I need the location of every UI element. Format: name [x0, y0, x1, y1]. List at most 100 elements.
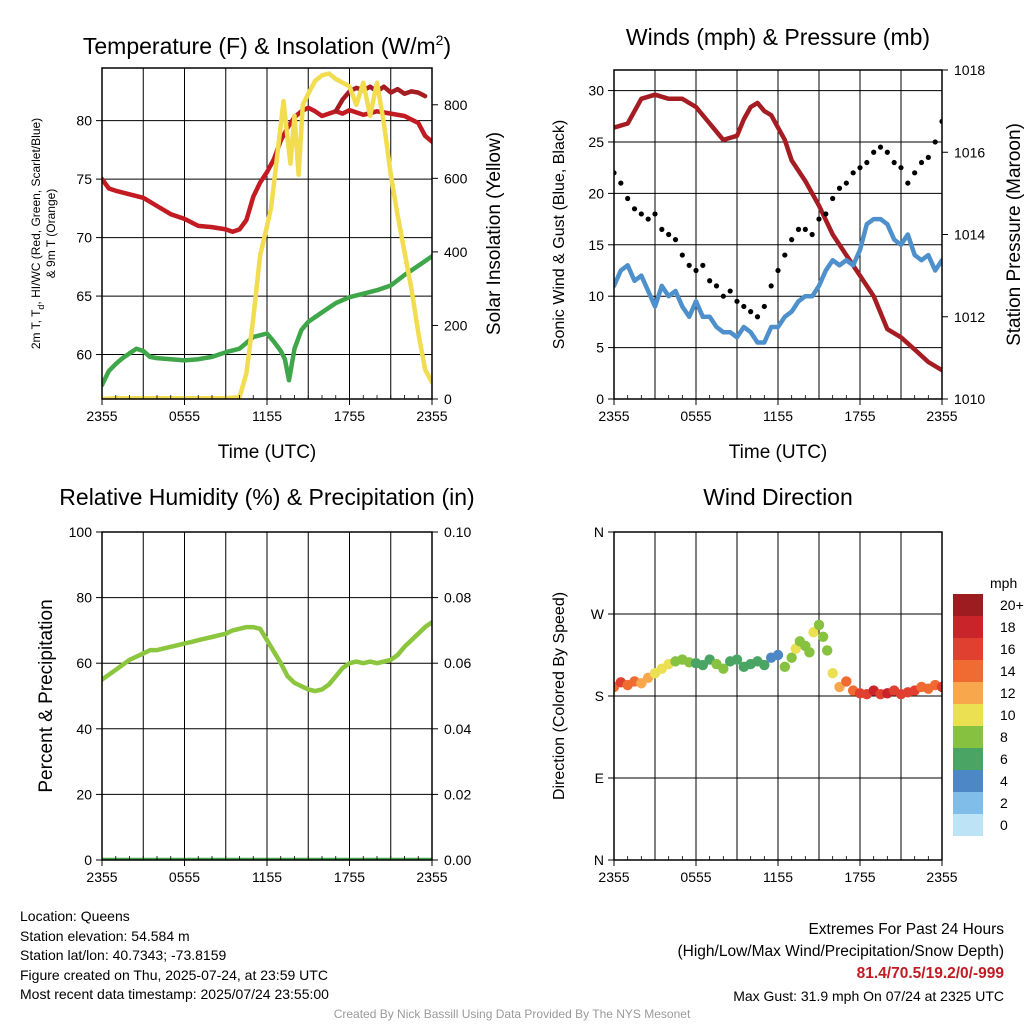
gust-point	[809, 231, 815, 238]
y2-axis-label: Station Pressure (Maroon)	[1004, 123, 1024, 346]
x-tick-label: 0555	[169, 408, 200, 424]
gust-point	[761, 303, 767, 310]
legend-swatch	[953, 748, 983, 770]
legend-swatch	[953, 792, 983, 814]
direction-point	[841, 676, 852, 687]
gust-point	[891, 159, 897, 166]
title-superscript: 2	[436, 32, 444, 48]
ylabel-part: , HI/WC (Red, Green, Scarlet/Blue)	[29, 118, 43, 305]
direction-point	[827, 668, 838, 679]
x-tick-label: 2355	[416, 408, 447, 424]
direction-point	[786, 652, 797, 663]
gust-point	[925, 154, 931, 160]
direction-point	[772, 649, 784, 661]
panel-temperature: 2355 0555 1155 1755 235560657075800200400600…	[29, 32, 505, 463]
gust-point	[782, 252, 788, 258]
gust-point	[932, 139, 938, 145]
gust-point	[631, 206, 638, 212]
gust-point	[645, 216, 651, 222]
gust-point	[843, 180, 849, 186]
legend-label: 10	[1000, 707, 1016, 723]
direction-point	[718, 663, 729, 674]
gust-point	[912, 170, 918, 176]
legend-label: 12	[1000, 685, 1016, 701]
chart-title: Relative Humidity (%) & Precipitation (i…	[59, 484, 474, 510]
plot-area-winds	[614, 92, 942, 373]
legend-swatch	[953, 704, 983, 726]
extremes-panel: Extremes For Past 24 Hours (High/Low/Max…	[678, 919, 1005, 1007]
direction-point	[808, 627, 819, 638]
y-tick-label: E	[595, 770, 604, 786]
extremes-values: 81.4/70.5/19.2/0/-999	[856, 965, 1004, 982]
y2-tick-label: 0.00	[444, 852, 471, 868]
y2-tick-label: 0.08	[444, 590, 471, 606]
x-tick-label: 1755	[844, 408, 875, 424]
gust-point	[625, 195, 631, 202]
y-tick-label: 10	[588, 288, 604, 304]
x-tick-label: 2355	[598, 408, 629, 424]
y2-tick-label: 1018	[954, 62, 985, 78]
gust-point	[741, 303, 747, 310]
credit-line: Created By Nick Bassill Using Data Provi…	[333, 1007, 691, 1021]
direction-point	[822, 645, 833, 656]
chart-title: Temperature (F) & Insolation (W/m2)	[83, 32, 451, 59]
x-tick-label: 0555	[169, 869, 200, 885]
chart-title: Winds (mph) & Pressure (mb)	[626, 24, 930, 50]
direction-point	[817, 631, 829, 642]
gust-point	[830, 195, 836, 202]
legend-label: 8	[1000, 729, 1008, 745]
plot-area-direction	[614, 619, 942, 700]
series-line	[102, 254, 432, 388]
y2-tick-label: 200	[444, 317, 468, 333]
y2-tick-label: 0.10	[444, 524, 471, 540]
y-tick-label: N	[594, 852, 604, 868]
y-tick-label: 80	[76, 113, 92, 129]
y-tick-label: 60	[76, 655, 92, 671]
y-tick-label: W	[591, 606, 605, 622]
gust-point	[618, 180, 624, 186]
y-tick-label: 40	[76, 721, 92, 737]
x-tick-label: 0555	[680, 408, 711, 424]
legend-title: mph	[990, 575, 1017, 591]
station-latlon: Station lat/lon: 40.7343; -73.8159	[20, 947, 227, 964]
y-axis-label: Percent & Precipitation	[36, 599, 57, 792]
series-line	[614, 216, 942, 345]
title-end: )	[443, 33, 451, 59]
y2-tick-label: 0.02	[444, 786, 471, 802]
gust-point	[700, 262, 706, 268]
legend-label: 0	[1000, 817, 1008, 833]
extremes-heading: Extremes For Past 24 Hours	[808, 921, 1004, 938]
gust-point	[720, 293, 726, 299]
y2-tick-label: 1010	[954, 391, 985, 407]
gust-point	[836, 185, 843, 191]
y2-tick-label: 0.06	[444, 655, 471, 671]
y-tick-label: 70	[76, 230, 92, 246]
legend-label: 18	[1000, 619, 1016, 635]
station-elevation: Station elevation: 54.584 m	[20, 927, 190, 944]
gust-point	[638, 211, 644, 217]
gust-point	[850, 170, 856, 176]
legend-swatch	[953, 638, 983, 660]
y-tick-label: 0	[596, 391, 604, 407]
series-line	[102, 619, 432, 694]
ylabel-subscript: d	[36, 305, 46, 310]
panel-humidity: 2355 0555 1155 1755 23550204060801000.000.02…	[36, 484, 475, 885]
y-tick-label: S	[595, 688, 604, 704]
x-tick-label: 1155	[763, 869, 793, 885]
panel-winds: 2355 0555 1155 1755 235505101520253010101012…	[551, 24, 1024, 463]
gust-point	[905, 180, 911, 186]
y-tick-label: 60	[76, 347, 92, 363]
y-tick-label: 75	[76, 171, 92, 187]
y-axis-label: 2m T, Td, HI/WC (Red, Green, Scarlet/Blu…	[29, 118, 46, 349]
station-info: Location: Queens Station elevation: 54.5…	[20, 907, 329, 1005]
gust-point	[775, 267, 781, 274]
gust-point	[898, 165, 904, 171]
gust-point	[734, 298, 740, 304]
y-tick-label: 5	[596, 340, 604, 356]
legend-swatch	[953, 682, 983, 704]
gust-point	[748, 309, 754, 315]
direction-point	[936, 681, 942, 693]
legend-label: 20+	[1000, 597, 1024, 613]
